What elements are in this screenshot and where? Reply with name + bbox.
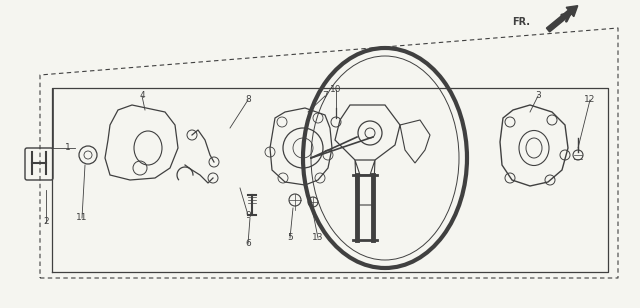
- Text: FR.: FR.: [512, 17, 530, 27]
- Text: 8: 8: [245, 95, 251, 104]
- Text: 2: 2: [43, 217, 49, 226]
- FancyArrow shape: [547, 6, 578, 32]
- Text: 13: 13: [312, 233, 324, 242]
- Text: 5: 5: [287, 233, 293, 242]
- Text: 7: 7: [322, 91, 328, 100]
- Text: 3: 3: [535, 91, 541, 100]
- Text: 11: 11: [76, 213, 88, 222]
- Text: 9: 9: [245, 210, 251, 220]
- Text: 1: 1: [65, 144, 71, 152]
- Text: 4: 4: [139, 91, 145, 100]
- Text: 12: 12: [584, 95, 596, 104]
- Text: 10: 10: [330, 86, 342, 95]
- Text: 6: 6: [245, 240, 251, 249]
